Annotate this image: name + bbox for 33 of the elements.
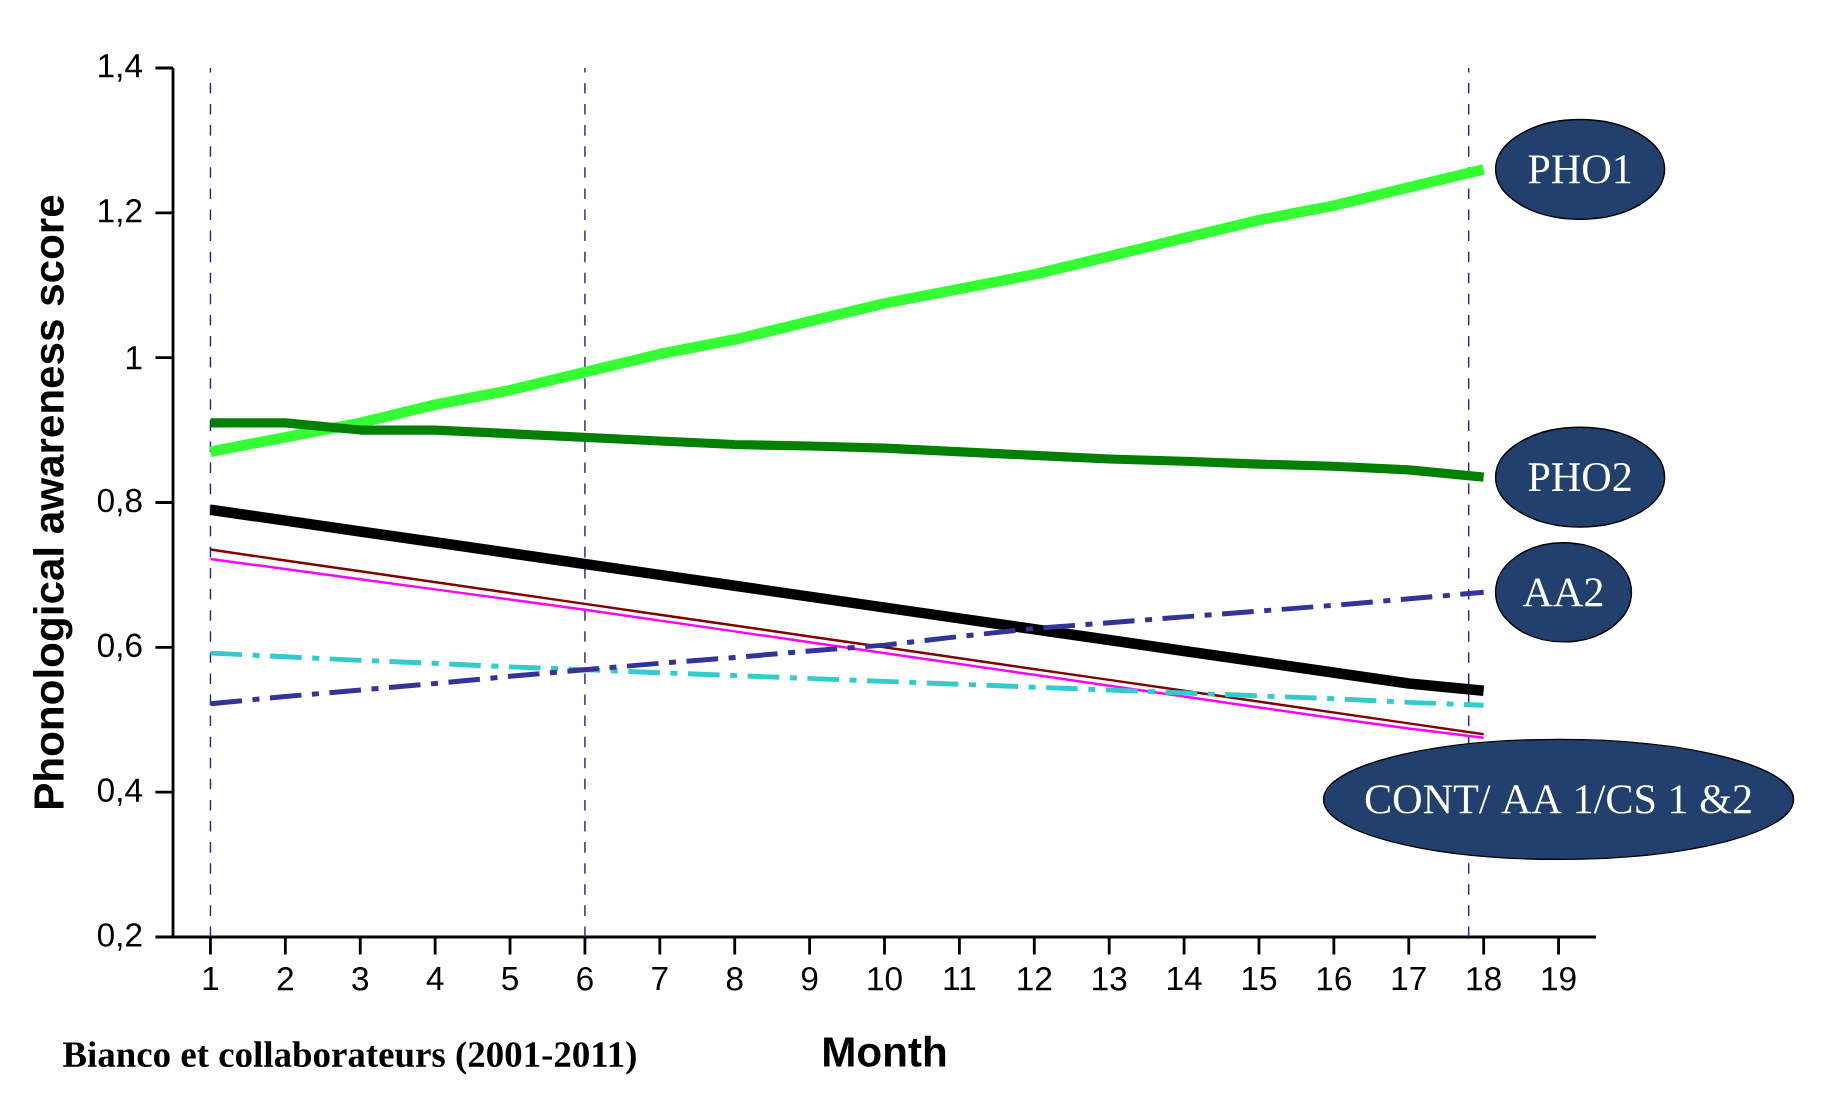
series-label: PHO1: [1528, 155, 1631, 184]
x-tick-label: 3: [352, 966, 369, 991]
x-tick-label: 13: [1093, 966, 1127, 991]
x-tick-label: 8: [726, 966, 743, 991]
y-tick-label: 0,8: [97, 488, 142, 517]
series-label: AA2: [1522, 578, 1603, 607]
x-tick-label: 9: [801, 966, 818, 991]
x-tick-label: 2: [277, 966, 293, 991]
x-tick-label: 19: [1542, 966, 1576, 991]
x-tick-label: 15: [1242, 966, 1277, 991]
x-axis-title: Month: [824, 1035, 946, 1067]
text: Bianco et collaborateurs (2001-2011): [63, 1041, 636, 1075]
y-tick-label: 1: [126, 346, 142, 370]
x-tick-label: 16: [1317, 966, 1351, 991]
x-tick-label: 12: [1018, 966, 1052, 991]
y-tick-label: 0,2: [97, 923, 142, 951]
x-tick-label: 10: [868, 966, 902, 991]
y-tick-label: 1,4: [99, 54, 143, 82]
y-tick-label: 0,6: [97, 633, 142, 662]
x-tick-label: 11: [944, 966, 976, 990]
x-tick-label: 18: [1467, 966, 1501, 991]
x-tick-label: 4: [426, 966, 444, 990]
x-tick-label: 14: [1168, 966, 1202, 990]
x-tick-label: 1: [203, 966, 219, 990]
x-tick-label: 5: [502, 966, 518, 991]
y-axis-title: Phonological awareness score: [33, 195, 73, 808]
y-tick-label: 0,4: [97, 778, 143, 806]
y-tick-label: 1,2: [99, 199, 142, 227]
x-tick-label: 17: [1392, 966, 1426, 990]
series-label: PHO2: [1528, 462, 1631, 492]
x-tick-label: 6: [577, 966, 593, 991]
annotation: CONT/ AA 1/CS 1 &2: [1365, 785, 1751, 814]
x-tick-label: 7: [652, 966, 668, 990]
